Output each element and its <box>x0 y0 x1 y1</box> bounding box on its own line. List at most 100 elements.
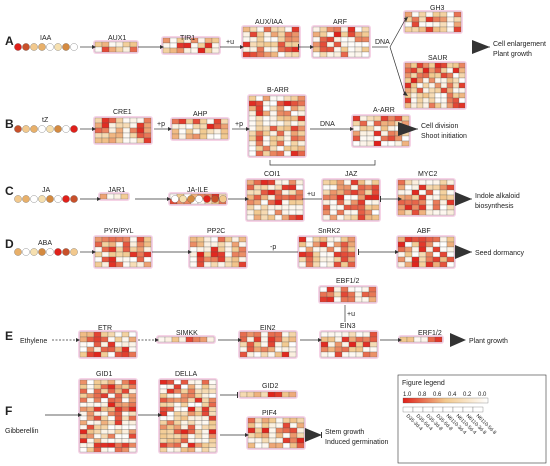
heatmap-cell <box>410 102 418 109</box>
heatmap-cell <box>159 447 168 453</box>
metabolite-circle <box>70 43 78 51</box>
heatmap-cell <box>114 393 123 399</box>
heatmap-cell <box>281 214 290 221</box>
heatmap-cell <box>86 424 95 430</box>
heatmap-cell <box>121 346 130 353</box>
heatmap-cell <box>347 286 356 293</box>
heatmap-cell <box>107 424 116 430</box>
heatmap-cell <box>334 351 343 358</box>
heatmap-cell <box>404 72 412 79</box>
heatmap-cell <box>425 246 434 253</box>
heatmap-cell <box>203 251 212 258</box>
heatmap-cell <box>397 199 406 206</box>
heatmap-cell <box>79 331 88 338</box>
heatmap-cell <box>340 286 349 293</box>
heatmap-cell <box>357 214 366 221</box>
heatmap-cell <box>425 21 434 28</box>
metabolite-circle <box>54 248 62 256</box>
heatmap-cell <box>319 241 328 248</box>
heatmap-cell <box>446 92 454 99</box>
heatmap-cell <box>428 92 436 99</box>
heatmap-block <box>98 192 130 201</box>
heatmap-cell <box>387 135 396 142</box>
signal-ethylene: Ethylene <box>20 338 47 345</box>
heatmap-cell <box>355 336 364 343</box>
heatmap-cell <box>428 67 436 74</box>
heatmap-cell <box>418 11 427 18</box>
metabolite-circle <box>46 195 54 203</box>
heatmap-cell <box>263 31 272 38</box>
heatmap-cell <box>86 393 95 399</box>
heatmap-cell <box>101 122 110 129</box>
heatmap-cell <box>114 346 123 353</box>
heatmap-cell <box>333 291 342 298</box>
heatmap-cell <box>418 236 427 243</box>
heatmap-cell <box>373 130 382 137</box>
heatmap-cell <box>347 46 356 53</box>
heatmap-cell <box>93 420 102 426</box>
heatmap-cell <box>129 122 138 129</box>
heatmap-cell <box>326 46 335 53</box>
heatmap-cell <box>404 11 413 18</box>
heatmap-cell <box>196 261 205 268</box>
heatmap-cell <box>171 128 180 135</box>
heatmap-cell <box>194 411 203 417</box>
heatmap-cell <box>128 447 137 453</box>
heatmap-cell <box>410 87 418 94</box>
outcome-d: Seed dormancy <box>475 250 525 257</box>
heatmap-cell <box>100 415 109 421</box>
heatmap-cell <box>312 261 321 268</box>
heatmap-cell <box>107 420 116 426</box>
heatmap-cell <box>387 140 396 147</box>
heatmap-cell <box>440 87 448 94</box>
heatmap-cell <box>255 125 264 132</box>
heatmap-cell <box>248 95 257 102</box>
heatmap-cell <box>394 140 403 147</box>
heatmap-cell <box>128 415 137 421</box>
heatmap-cell <box>173 397 182 403</box>
outcome-a-line2: Plant growth <box>493 51 532 58</box>
heatmap-cell <box>343 214 352 221</box>
row-letter-e: E <box>5 329 13 343</box>
heatmap-cell <box>418 194 427 201</box>
heatmap-cell <box>166 429 175 435</box>
heatmap-cell <box>319 256 328 263</box>
heatmap-cell <box>296 442 305 449</box>
heatmap-cell <box>114 447 123 453</box>
heatmap-cell <box>276 125 285 132</box>
heatmap-cell <box>359 115 368 122</box>
heatmap-cell <box>261 442 270 449</box>
heatmap-cell <box>283 110 292 117</box>
heatmap-cell <box>329 194 338 201</box>
heatmap-cell <box>404 199 413 206</box>
heatmap-cell <box>121 351 130 358</box>
heatmap-cell <box>336 199 345 206</box>
heatmap-cell <box>262 115 271 122</box>
heatmap-cell <box>366 130 375 137</box>
heatmap-cell <box>238 261 247 268</box>
heatmap-cell <box>79 336 88 343</box>
heatmap-cell <box>418 199 427 206</box>
heatmap-cell <box>210 256 219 263</box>
heatmap-cell <box>239 346 248 353</box>
heatmap-cell <box>199 336 208 343</box>
heatmap-cell <box>348 346 357 353</box>
heatmap-cell <box>326 286 335 293</box>
heatmap-cell <box>107 433 116 439</box>
heatmap-cell <box>246 331 255 338</box>
heatmap-cell <box>413 336 422 343</box>
heatmap-cell <box>418 246 427 253</box>
heatmap-cell <box>297 105 306 112</box>
heatmap-cell <box>369 351 378 358</box>
heatmap-cell <box>249 46 258 53</box>
heatmap-cell <box>242 26 251 33</box>
heatmap-cell <box>329 214 338 221</box>
heatmap-cell <box>166 438 175 444</box>
gene-myc2: MYC2 <box>418 171 438 178</box>
heatmap-cell <box>274 391 283 398</box>
heatmap-cell <box>326 51 335 58</box>
heatmap-cell <box>208 442 217 448</box>
heatmap-cell <box>187 384 196 390</box>
heatmap-cell <box>267 341 276 348</box>
heatmap-cell <box>115 117 124 124</box>
